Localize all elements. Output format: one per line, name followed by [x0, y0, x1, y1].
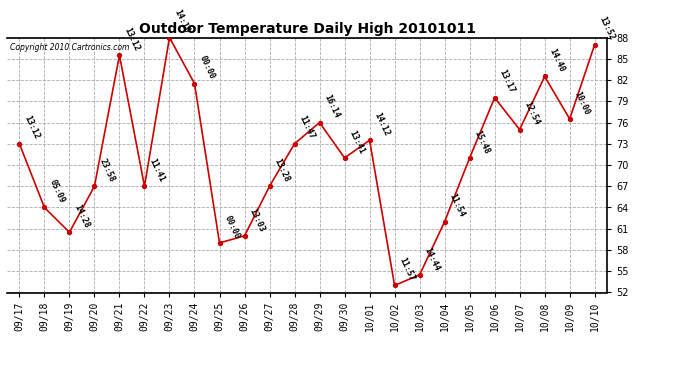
Text: 14:40: 14:40 [547, 47, 566, 74]
Point [314, 120, 325, 126]
Point [414, 272, 425, 278]
Text: 13:17: 13:17 [497, 69, 516, 95]
Point [64, 229, 75, 235]
Point [89, 183, 100, 189]
Text: 13:28: 13:28 [273, 157, 291, 183]
Point [489, 95, 500, 101]
Text: 00:00: 00:00 [222, 214, 241, 240]
Point [164, 34, 175, 40]
Text: 14:44: 14:44 [422, 246, 441, 272]
Point [389, 282, 400, 288]
Text: 13:52: 13:52 [598, 15, 616, 42]
Point [14, 141, 25, 147]
Point [189, 81, 200, 87]
Point [339, 155, 350, 161]
Point [364, 137, 375, 143]
Text: 00:00: 00:00 [197, 54, 216, 81]
Text: 14:10: 14:10 [172, 8, 191, 35]
Point [589, 42, 600, 48]
Point [114, 52, 125, 58]
Text: 13:41: 13:41 [347, 129, 366, 155]
Point [464, 155, 475, 161]
Text: 16:14: 16:14 [322, 93, 341, 120]
Point [214, 240, 225, 246]
Point [539, 74, 550, 80]
Text: 10:00: 10:00 [573, 90, 591, 116]
Text: 13:12: 13:12 [122, 26, 141, 53]
Text: 14:12: 14:12 [373, 111, 391, 137]
Text: 14:28: 14:28 [72, 203, 91, 229]
Title: Outdoor Temperature Daily High 20101011: Outdoor Temperature Daily High 20101011 [139, 22, 475, 36]
Text: Copyright 2010 Cartronics.com: Copyright 2010 Cartronics.com [10, 43, 129, 52]
Point [239, 233, 250, 239]
Point [264, 183, 275, 189]
Text: 11:41: 11:41 [147, 157, 166, 183]
Text: 11:57: 11:57 [397, 256, 416, 283]
Text: 11:54: 11:54 [447, 192, 466, 219]
Text: 23:58: 23:58 [97, 157, 116, 183]
Text: 12:54: 12:54 [522, 100, 541, 127]
Text: 05:09: 05:09 [47, 178, 66, 205]
Point [139, 183, 150, 189]
Point [439, 219, 450, 225]
Point [289, 141, 300, 147]
Point [514, 127, 525, 133]
Text: 15:48: 15:48 [473, 129, 491, 155]
Text: 11:47: 11:47 [297, 114, 316, 141]
Text: 13:03: 13:03 [247, 207, 266, 233]
Point [564, 116, 575, 122]
Text: 13:12: 13:12 [22, 114, 41, 141]
Point [39, 204, 50, 210]
